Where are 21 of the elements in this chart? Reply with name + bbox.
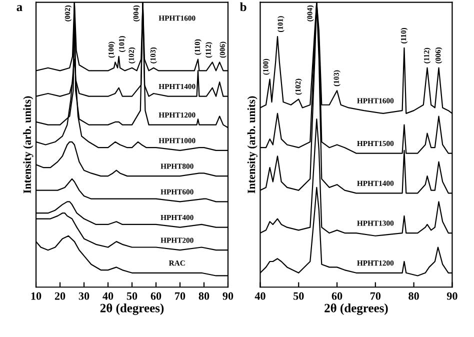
chart-title: b (240, 2, 246, 12)
x-tick-label: 90 (446, 292, 458, 300)
x-tick-label: 40 (102, 292, 114, 300)
chart-title: a (16, 5, 22, 12)
x-axis-title: 2θ (degrees) (100, 303, 164, 315)
x-tick-label: 50 (294, 292, 304, 300)
y-axis-title: Intensity (arb. units) (23, 96, 34, 194)
x-tick-label: 20 (54, 292, 66, 300)
x-tick-label: 80 (198, 292, 210, 300)
x-tick-label: 30 (78, 292, 90, 300)
y-axis-title: Intensity (arb. units) (247, 96, 258, 194)
x-tick-label: 10 (31, 292, 42, 300)
x-tick-label: 80 (408, 292, 419, 300)
x-tick-label: 70 (370, 292, 381, 300)
x-tick-label: 60 (332, 292, 342, 300)
x-tick-label: 90 (222, 292, 234, 300)
x-tick-label: 70 (175, 292, 186, 300)
x-tick-label: 40 (254, 292, 266, 300)
x-tick-label: 60 (150, 292, 162, 300)
x-axis-title: 2θ (degrees) (324, 303, 388, 315)
x-tick-label: 50 (126, 292, 138, 300)
